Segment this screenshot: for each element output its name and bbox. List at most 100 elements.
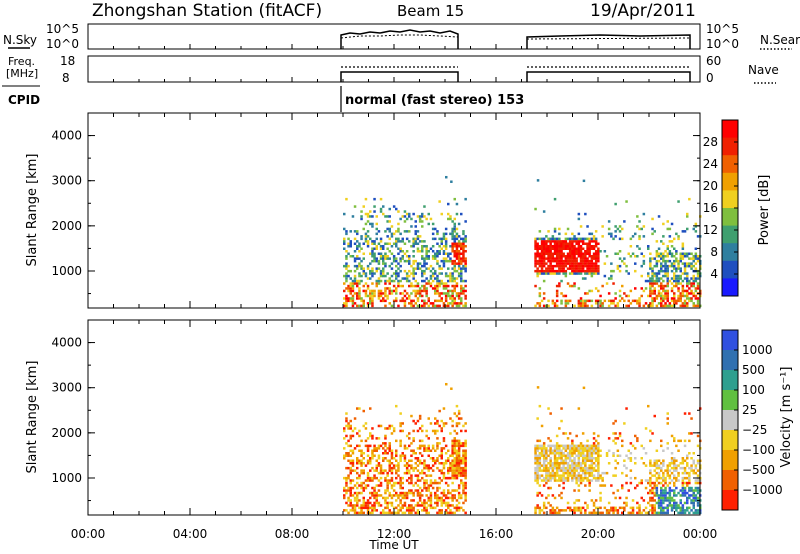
heatmap-cell	[405, 277, 409, 280]
heatmap-cell	[547, 230, 550, 233]
heatmap-cell	[347, 439, 350, 443]
heatmap-cell	[362, 409, 365, 413]
heatmap-cell	[540, 272, 544, 275]
heatmap-cell	[666, 422, 669, 425]
heatmap-cell	[660, 509, 663, 512]
heatmap-cell	[586, 250, 589, 253]
heatmap-cell	[369, 407, 372, 410]
heatmap-cell	[579, 474, 583, 477]
heatmap-cell	[534, 447, 537, 450]
heatmap-cell	[690, 432, 693, 435]
heatmap-cell	[655, 274, 659, 278]
heatmap-cell	[349, 494, 352, 497]
heatmap-cell	[403, 252, 407, 255]
heatmap-cell	[349, 444, 352, 448]
heatmap-cell	[379, 504, 383, 507]
heatmap-cell	[449, 491, 452, 495]
heatmap-cell	[660, 282, 663, 285]
heatmap-cell	[634, 255, 637, 258]
heatmap-cell	[434, 237, 437, 241]
heatmap-cell	[631, 511, 635, 515]
heatmap-cell	[688, 279, 691, 283]
heatmap-cell	[408, 255, 411, 258]
heatmap-cell	[534, 506, 537, 510]
heatmap-cell	[590, 274, 594, 278]
heatmap-cell	[603, 274, 607, 278]
heatmap-cell	[575, 474, 578, 477]
heatmap-cell	[625, 504, 628, 507]
heatmap-cell	[627, 299, 630, 303]
heatmap-cell	[536, 494, 539, 497]
heatmap-cell	[553, 227, 557, 231]
heatmap-cell	[449, 454, 452, 457]
heatmap-cell	[573, 267, 576, 270]
heatmap-cell	[347, 284, 350, 288]
heatmap-cell	[551, 474, 555, 477]
heatmap-cell	[579, 262, 583, 265]
heatmap-cell	[657, 255, 661, 258]
heatmap-cell	[440, 429, 443, 433]
heatmap-cell	[614, 466, 617, 470]
heatmap-cell	[588, 250, 591, 253]
velocity-colorbar-swatch	[722, 370, 738, 391]
heatmap-cell	[686, 464, 689, 467]
power-colorbar-swatch	[722, 243, 738, 262]
heatmap-cell	[597, 442, 600, 445]
heatmap-cell	[568, 454, 572, 457]
heatmap-cell	[579, 479, 583, 482]
heatmap-cell	[566, 252, 570, 255]
heatmap-cell	[425, 501, 428, 505]
heatmap-cell	[408, 294, 411, 298]
heatmap-cell	[362, 304, 365, 308]
heatmap-cell	[647, 304, 650, 308]
heatmap-cell	[401, 486, 404, 490]
heatmap-cell	[447, 267, 450, 270]
heatmap-cell	[442, 235, 446, 238]
heatmap-cell	[540, 255, 544, 258]
heatmap-cell	[399, 264, 402, 268]
heatmap-cell	[584, 484, 587, 487]
heatmap-cell	[442, 407, 446, 410]
heatmap-cell	[545, 474, 548, 477]
heatmap-cell	[586, 237, 589, 241]
heatmap-cell	[390, 511, 394, 515]
heatmap-cell	[558, 259, 561, 263]
heatmap-cell	[364, 501, 368, 505]
heatmap-cell	[343, 237, 346, 241]
heatmap-cell	[377, 494, 381, 497]
heatmap-cell	[440, 479, 443, 482]
heatmap-cell	[679, 509, 682, 512]
heatmap-cell	[592, 432, 596, 435]
heatmap-cell	[644, 479, 648, 482]
heatmap-cell	[657, 499, 661, 502]
heatmap-cell	[390, 232, 394, 236]
heatmap-cell	[536, 479, 539, 482]
heatmap-cell	[644, 302, 648, 305]
heatmap-cell	[562, 452, 565, 455]
heatmap-cell	[405, 471, 409, 475]
heatmap-cell	[581, 471, 585, 475]
heatmap-cell	[666, 292, 669, 295]
heatmap-cell	[429, 277, 433, 280]
heatmap-cell	[681, 284, 685, 288]
heatmap-cell	[395, 299, 398, 303]
heatmap-cell	[666, 294, 669, 298]
heatmap-cell	[360, 279, 363, 283]
heatmap-cell	[421, 240, 424, 243]
heatmap-cell	[655, 484, 659, 487]
heatmap-cell	[664, 511, 667, 515]
heatmap-cell	[573, 489, 576, 492]
heatmap-cell	[638, 247, 641, 250]
heatmap-cell	[345, 279, 348, 283]
heatmap-cell	[571, 250, 574, 253]
heatmap-cell	[364, 294, 368, 298]
heatmap-cell	[592, 469, 596, 472]
heatmap-cell	[644, 452, 648, 455]
heatmap-cell	[662, 297, 665, 300]
heatmap-cell	[373, 294, 376, 298]
heatmap-cell	[449, 257, 452, 260]
heatmap-cell	[614, 225, 617, 228]
heatmap-cell	[464, 250, 467, 253]
heatmap-cell	[364, 282, 368, 285]
heatmap-cell	[371, 466, 374, 470]
